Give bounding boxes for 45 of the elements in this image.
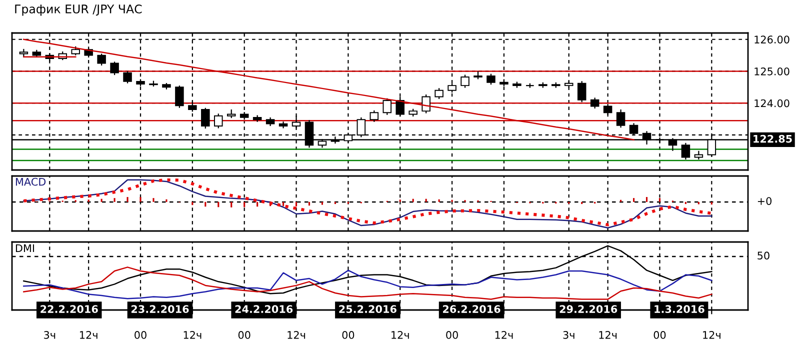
y-tick-label: 124.00: [754, 99, 790, 108]
candlestick: [577, 80, 586, 103]
annotation: 23.2.2016: [131, 305, 189, 314]
chart-title: MACD: [16, 178, 46, 186]
x-tick-label: 12ч: [392, 331, 409, 339]
x-tick-label: 12ч: [288, 331, 306, 339]
annotation: 26.2.2016: [443, 305, 500, 314]
y-tick-label: 125.00: [754, 67, 790, 76]
x-tick-label: 3ч: [563, 331, 574, 339]
x-tick-label: 00: [342, 331, 354, 339]
x-tick-label: 12ч: [80, 331, 98, 339]
candlestick: [201, 107, 210, 130]
chart-title: График EUR /JPY ЧАС: [15, 4, 142, 16]
candlestick: [214, 113, 223, 129]
candlestick: [486, 73, 496, 86]
x-tick-label: 00: [134, 331, 146, 339]
candlestick: [616, 108, 626, 128]
chart-title: DMI: [16, 244, 34, 252]
annotation: 29.2.2016: [560, 305, 618, 314]
candlestick: [110, 61, 119, 76]
x-tick-label: 00: [238, 331, 250, 339]
annotation: 22.2.2016: [40, 305, 98, 314]
candlestick: [422, 94, 430, 114]
x-tick-label: 00: [654, 331, 666, 339]
candlestick: [681, 142, 690, 160]
candlestick: [460, 74, 470, 88]
annotation: 1.3.2016: [654, 305, 704, 314]
candlestick: [97, 53, 106, 66]
candlestick: [370, 110, 379, 122]
candlestick: [434, 88, 444, 100]
candlestick: [590, 97, 600, 110]
x-tick-label: 12ч: [599, 331, 617, 339]
y-tick-label: 126.00: [754, 36, 790, 44]
x-tick-label: 00: [446, 331, 458, 339]
candlestick: [175, 85, 184, 108]
annotation: 25.2.2016: [339, 305, 396, 314]
annotation: 24.2.2016: [235, 305, 293, 314]
candlestick: [123, 70, 132, 84]
ref-line-label: 122.85: [754, 134, 792, 143]
x-tick-label: 12ч: [184, 331, 202, 339]
ref-line-label: +0: [758, 197, 772, 205]
x-tick-label: 3ч: [44, 331, 56, 339]
x-tick-label: 12ч: [703, 331, 720, 339]
x-tick-label: 12ч: [495, 331, 513, 339]
text: 50: [758, 252, 770, 260]
